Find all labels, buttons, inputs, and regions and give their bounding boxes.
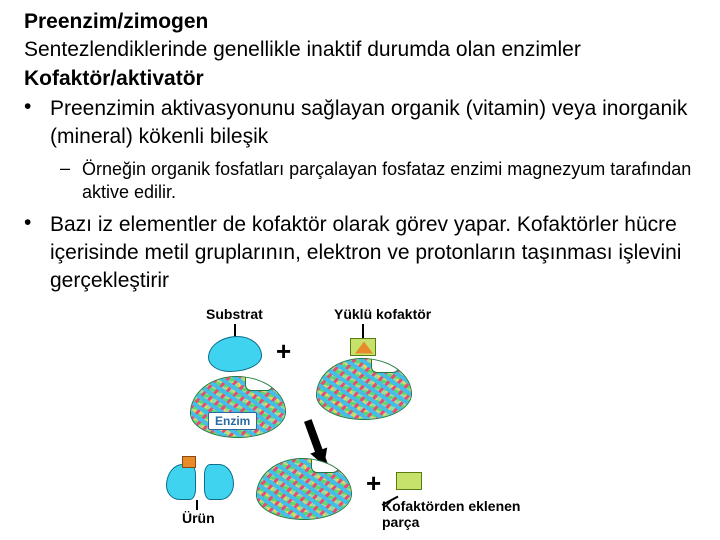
bullet-mark: • [24,211,50,296]
preenzim-description: Sentezlendiklerinde genellikle inaktif d… [24,36,696,64]
label-cofactor-piece: Kofaktörden eklenen parça [382,498,532,530]
sub-bullet-item: – Örneğin organik fosfatları parçalayan … [60,158,696,205]
label-product: Ürün [182,510,215,526]
label-enzyme-box: Enzim [208,412,257,430]
bullet-item: • Preenzimin aktivasyonunu sağlayan orga… [24,95,696,152]
bullet-text: Preenzimin aktivasyonunu sağlayan organi… [50,95,696,152]
heading-kofaktor: Kofaktör/aktivatör [24,65,696,93]
enzyme-shape [256,458,352,520]
cofactor-piece-shape [182,456,196,468]
sub-bullet-mark: – [60,158,82,205]
bullet-item: • Bazı iz elementler de kofaktör olarak … [24,211,696,296]
cofactor-shape [350,338,376,356]
diagram-container: Substrat Yüklü kofaktör + Enzim + Ürün K… [24,306,696,526]
label-substrate: Substrat [206,306,263,322]
cofactor-empty-shape [396,472,422,490]
product-shape [166,464,196,500]
substrate-shape [208,336,262,372]
plus-icon: + [366,468,381,499]
bullet-text: Bazı iz elementler de kofaktör olarak gö… [50,211,696,296]
bullet-mark: • [24,95,50,152]
label-loaded-cofactor: Yüklü kofaktör [334,306,431,322]
leader-line [362,324,364,338]
enzyme-cofactor-diagram: Substrat Yüklü kofaktör + Enzim + Ürün K… [160,306,560,526]
product-shape [204,464,234,500]
heading-preenzim: Preenzim/zimogen [24,8,696,36]
sub-bullet-text: Örneğin organik fosfatları parçalayan fo… [82,158,696,205]
enzyme-shape [316,358,412,420]
leader-line [196,500,198,510]
plus-icon: + [276,336,291,367]
